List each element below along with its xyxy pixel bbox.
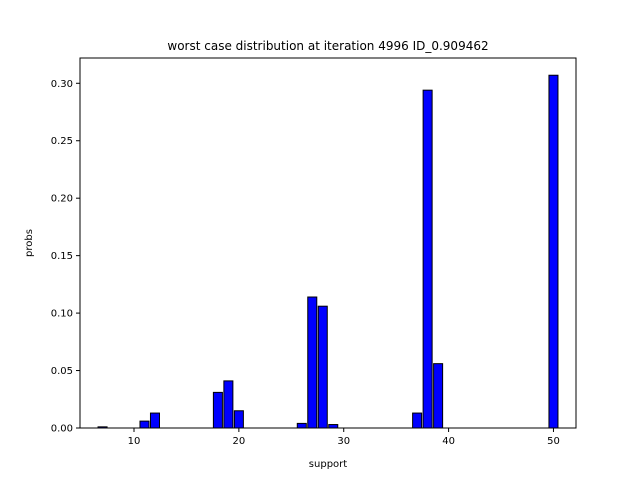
bar <box>139 420 150 429</box>
y-tick-label: 0.30 <box>51 79 73 90</box>
x-axis: 10 20 30 40 50 <box>128 428 560 447</box>
bar <box>433 363 444 429</box>
plot-frame <box>79 57 577 429</box>
x-tick-label: 30 <box>337 436 350 447</box>
bar <box>412 412 423 429</box>
bar <box>317 305 328 429</box>
bar <box>212 391 223 429</box>
y-tick-label: 0.05 <box>51 366 73 377</box>
y-tick-label: 0.20 <box>51 194 73 205</box>
bar <box>548 74 559 429</box>
x-tick-label: 20 <box>232 436 245 447</box>
x-tick-label: 10 <box>128 436 141 447</box>
bar <box>307 296 318 429</box>
x-tick-label: 50 <box>547 436 560 447</box>
x-tick-label: 40 <box>442 436 455 447</box>
chart-title: worst case distribution at iteration 499… <box>167 39 488 53</box>
y-tick-label: 0.10 <box>51 309 73 320</box>
y-tick-label: 0.15 <box>51 251 73 262</box>
x-axis-label: support <box>309 459 347 470</box>
y-axis-label: probs <box>24 229 35 257</box>
bar <box>296 422 307 429</box>
y-axis: 0.00 0.05 0.10 0.15 0.20 0.25 0.30 <box>51 79 80 435</box>
bar <box>149 412 160 429</box>
bar <box>328 424 339 429</box>
bar <box>223 380 234 429</box>
bar <box>233 410 244 429</box>
y-tick-label: 0.00 <box>51 424 73 435</box>
y-tick-label: 0.25 <box>51 136 73 147</box>
bar <box>422 89 433 429</box>
